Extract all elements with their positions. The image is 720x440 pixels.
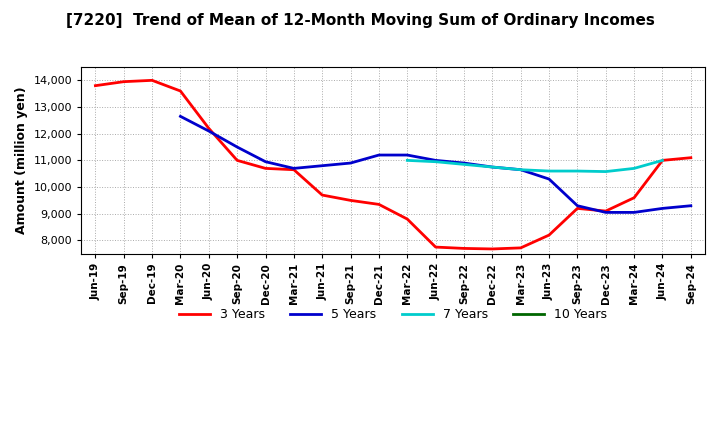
Line: 7 Years: 7 Years [408, 160, 662, 172]
7 Years [601, 169, 610, 174]
5 Years [318, 163, 327, 169]
7 Years [516, 167, 525, 172]
3 Years [488, 246, 497, 252]
3 Years [658, 158, 667, 163]
7 Years [488, 165, 497, 170]
3 Years [91, 83, 99, 88]
3 Years [346, 198, 355, 203]
3 Years [318, 192, 327, 198]
3 Years [261, 166, 270, 171]
7 Years [545, 169, 554, 174]
5 Years [261, 159, 270, 165]
5 Years [573, 203, 582, 209]
3 Years [573, 206, 582, 211]
Text: [7220]  Trend of Mean of 12-Month Moving Sum of Ordinary Incomes: [7220] Trend of Mean of 12-Month Moving … [66, 13, 654, 28]
7 Years [403, 158, 412, 163]
3 Years [120, 79, 128, 84]
5 Years [176, 114, 185, 119]
5 Years [431, 158, 440, 163]
5 Years [630, 210, 639, 215]
3 Years [545, 232, 554, 238]
Y-axis label: Amount (million yen): Amount (million yen) [15, 87, 28, 234]
5 Years [289, 166, 298, 171]
5 Years [516, 167, 525, 172]
3 Years [431, 245, 440, 250]
3 Years [148, 78, 156, 83]
3 Years [176, 88, 185, 94]
Legend: 3 Years, 5 Years, 7 Years, 10 Years: 3 Years, 5 Years, 7 Years, 10 Years [174, 303, 612, 326]
Line: 5 Years: 5 Years [181, 116, 690, 213]
5 Years [204, 128, 213, 134]
5 Years [403, 152, 412, 158]
5 Years [459, 161, 468, 166]
Line: 3 Years: 3 Years [95, 81, 690, 249]
3 Years [516, 245, 525, 250]
7 Years [658, 158, 667, 163]
3 Years [403, 216, 412, 222]
3 Years [686, 155, 695, 160]
5 Years [686, 203, 695, 209]
3 Years [204, 126, 213, 131]
7 Years [630, 166, 639, 171]
3 Years [233, 158, 241, 163]
5 Years [545, 176, 554, 182]
3 Years [630, 195, 639, 200]
7 Years [459, 162, 468, 167]
5 Years [601, 210, 610, 215]
3 Years [601, 209, 610, 214]
5 Years [488, 165, 497, 170]
7 Years [431, 159, 440, 165]
5 Years [233, 144, 241, 150]
5 Years [374, 152, 383, 158]
3 Years [459, 246, 468, 251]
5 Years [346, 161, 355, 166]
5 Years [658, 206, 667, 211]
3 Years [374, 202, 383, 207]
3 Years [289, 167, 298, 172]
7 Years [573, 169, 582, 174]
